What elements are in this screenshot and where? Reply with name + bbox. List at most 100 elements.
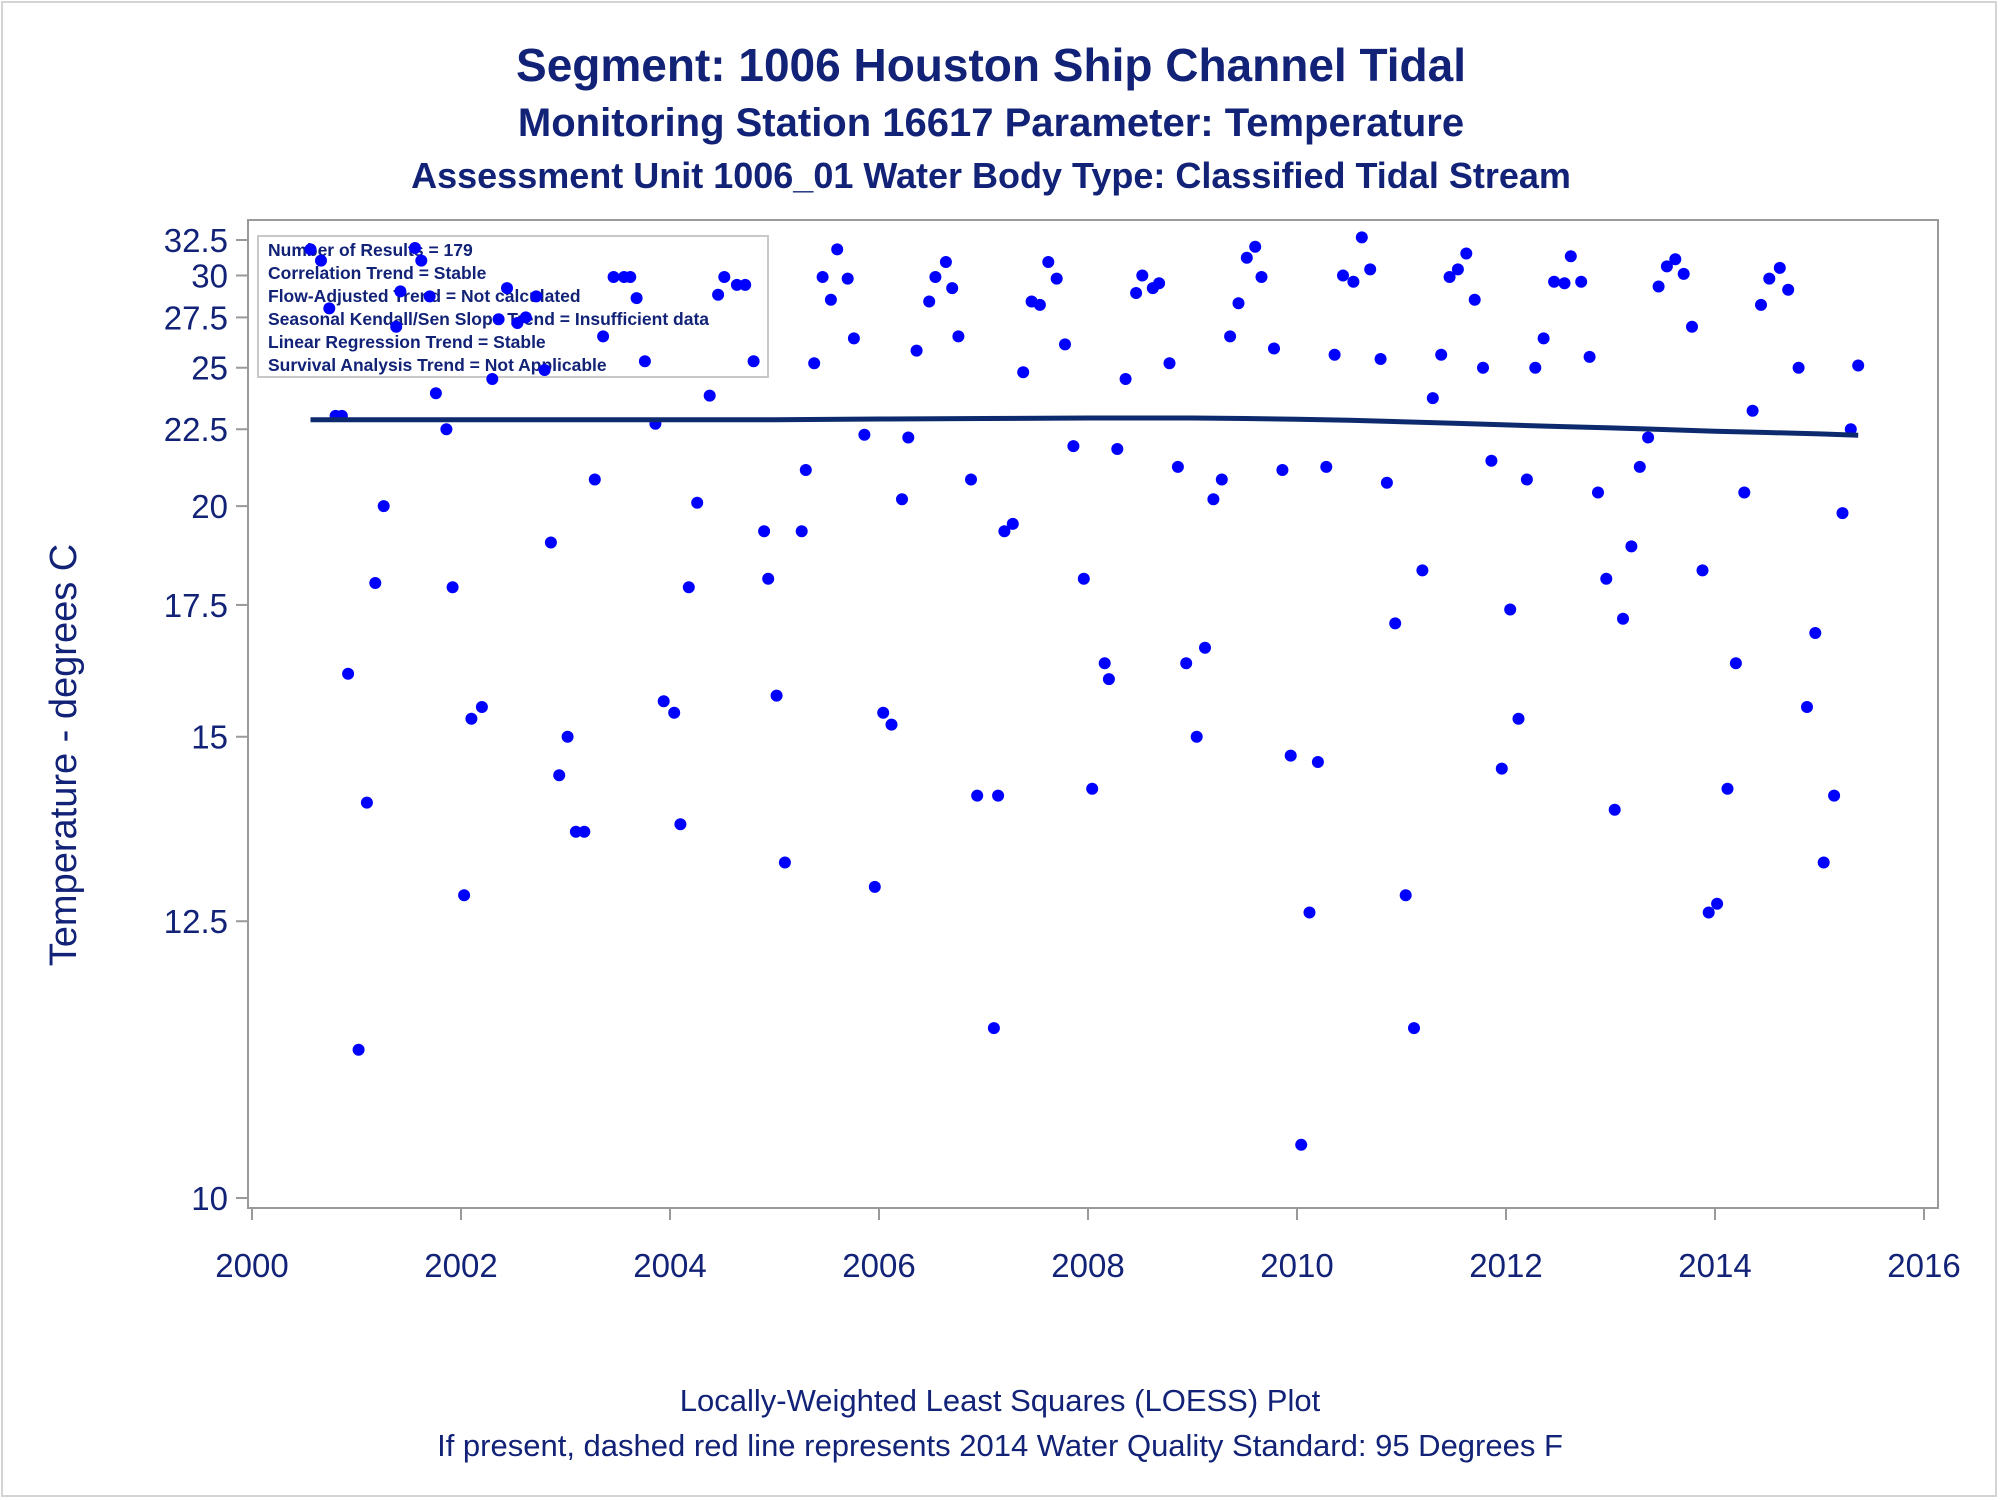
- data-point: [607, 271, 620, 283]
- data-point: [1583, 350, 1596, 363]
- footnote-loess: Locally-Weighted Least Squares (LOESS) P…: [679, 1383, 1321, 1418]
- data-point: [1240, 251, 1253, 264]
- data-point: [703, 389, 716, 402]
- data-point: [394, 285, 407, 298]
- data-point: [831, 243, 844, 256]
- data-point: [415, 254, 428, 267]
- data-point: [998, 525, 1011, 538]
- data-points: [304, 231, 1865, 1151]
- data-point: [718, 271, 731, 283]
- data-point: [1738, 486, 1751, 499]
- x-tick-label: 2002: [424, 1247, 497, 1284]
- data-point: [877, 706, 890, 719]
- data-point: [360, 796, 373, 809]
- data-point: [816, 271, 829, 283]
- data-point: [624, 271, 637, 283]
- data-point: [1249, 240, 1262, 253]
- chart-title: Segment: 1006 Houston Ship Channel Tidal: [516, 39, 1466, 91]
- data-point: [1408, 1022, 1420, 1035]
- data-point: [1696, 564, 1709, 577]
- data-point: [1721, 782, 1734, 795]
- data-point: [1435, 348, 1448, 361]
- data-point: [1828, 789, 1841, 802]
- data-point: [929, 271, 942, 283]
- legend-line: Number of Results = 179: [268, 240, 473, 260]
- data-point: [1199, 641, 1211, 654]
- data-point: [1600, 572, 1613, 585]
- data-point: [1374, 353, 1387, 365]
- data-point: [1575, 275, 1588, 288]
- data-point: [747, 355, 760, 368]
- data-point: [423, 290, 436, 303]
- data-point: [446, 581, 459, 594]
- data-point: [1098, 657, 1111, 670]
- data-point: [885, 718, 898, 731]
- data-point: [1364, 263, 1377, 276]
- legend-line: Seasonal Kendall/Sen Slope Trend = Insuf…: [268, 309, 709, 329]
- data-point: [1633, 460, 1646, 473]
- data-point: [519, 311, 532, 324]
- loess-line: [310, 415, 1859, 438]
- data-point: [1163, 357, 1176, 370]
- data-point: [458, 889, 471, 902]
- data-point: [1451, 263, 1464, 276]
- data-point: [1328, 348, 1341, 361]
- data-point: [1711, 897, 1724, 910]
- data-point: [668, 706, 681, 719]
- data-point: [1836, 507, 1849, 520]
- y-tick-label: 15: [191, 719, 228, 756]
- data-point: [952, 330, 965, 343]
- data-point: [342, 667, 355, 680]
- data-point: [778, 856, 791, 869]
- data-point: [1477, 361, 1489, 374]
- y-tick-label: 22.5: [164, 411, 228, 448]
- data-point: [465, 712, 478, 725]
- data-point: [501, 282, 513, 295]
- y-tick-label: 32.5: [164, 222, 228, 259]
- data-point: [939, 256, 952, 268]
- data-point: [1119, 373, 1132, 385]
- data-point: [1347, 275, 1360, 288]
- data-point: [569, 825, 582, 838]
- data-point: [808, 357, 821, 370]
- data-point: [858, 428, 871, 441]
- data-point: [530, 290, 543, 303]
- data-point: [553, 769, 566, 782]
- data-point: [1017, 366, 1030, 379]
- data-point: [1537, 332, 1550, 345]
- data-point: [987, 1022, 1000, 1035]
- data-point: [1677, 267, 1690, 280]
- data-point: [1050, 272, 1063, 285]
- data-point: [657, 695, 670, 708]
- data-point: [492, 313, 505, 326]
- data-point: [1548, 275, 1561, 288]
- data-point: [1468, 293, 1481, 306]
- data-point: [1102, 673, 1115, 686]
- data-point: [1284, 749, 1297, 762]
- data-point: [1320, 460, 1333, 473]
- legend-line: Linear Regression Trend = Stable: [268, 332, 546, 352]
- x-tick-label: 2010: [1260, 1247, 1333, 1284]
- data-point: [1617, 612, 1629, 625]
- data-point: [1268, 342, 1280, 355]
- y-axis-label: Temperature - degrees C: [43, 544, 85, 966]
- data-point: [799, 464, 812, 476]
- data-point: [971, 789, 984, 802]
- data-point: [1520, 473, 1533, 486]
- data-point: [561, 730, 574, 743]
- data-point: [1295, 1138, 1308, 1151]
- x-tick-label: 2000: [215, 1247, 288, 1284]
- data-point: [965, 473, 977, 486]
- data-point: [1642, 431, 1655, 444]
- legend-line: Correlation Trend = Stable: [268, 263, 487, 283]
- data-point: [1773, 261, 1786, 274]
- data-point: [1755, 298, 1767, 311]
- data-point: [1042, 256, 1055, 268]
- y-tick-label: 12.5: [164, 903, 228, 940]
- data-point: [1746, 404, 1759, 417]
- data-point: [1686, 320, 1698, 333]
- data-point: [1558, 277, 1571, 290]
- data-point: [1809, 627, 1822, 639]
- data-point: [638, 355, 651, 368]
